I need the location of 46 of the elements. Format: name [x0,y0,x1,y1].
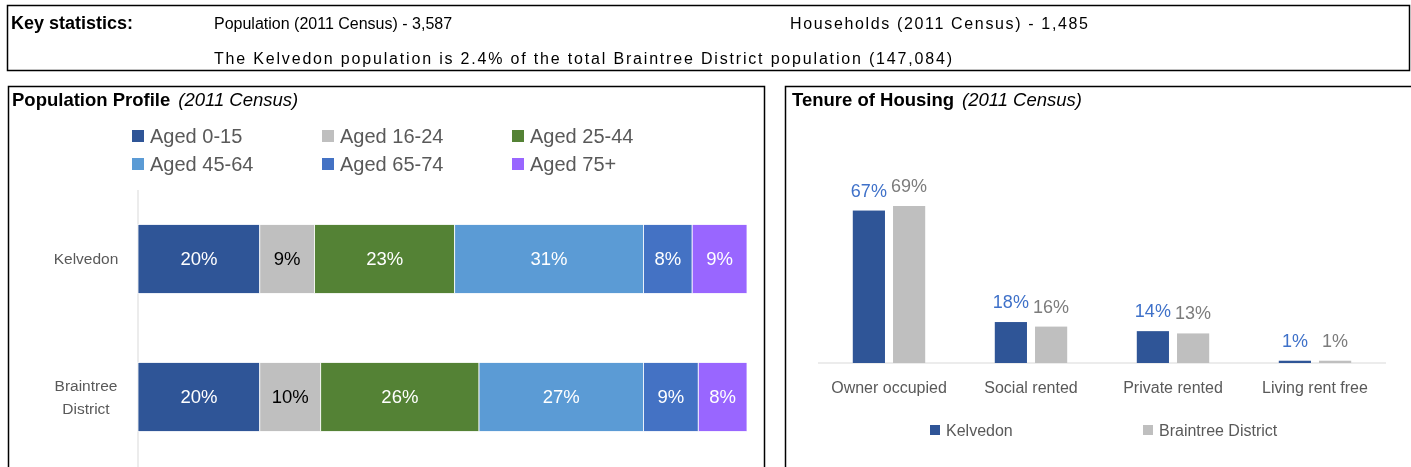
x-tick-label: Social rented [984,379,1078,396]
legend-label: Kelvedon [946,421,1013,439]
chart-subtitle: (2011 Census) [962,89,1083,110]
bar [893,206,926,363]
data-label: 27% [542,386,580,408]
data-label: 16% [1033,296,1070,317]
data-label: 9% [657,386,685,408]
bar [1177,333,1210,363]
data-label: 13% [1175,303,1212,324]
legend-label: Braintree District [1159,421,1278,439]
data-label: 26% [381,386,419,408]
x-tick-label: Private rented [1123,379,1223,396]
text: Population (2011 Census) - 3,587 [214,15,453,32]
data-label: 67% [850,180,887,201]
legend-label: Aged 45-64 [150,153,254,175]
data-label: 1% [1281,330,1308,351]
data-label: 18% [992,292,1029,313]
data-label: 31% [530,248,568,270]
data-label: 20% [180,248,218,270]
chart-title: Tenure of Housing [792,89,955,110]
data-label: 69% [891,176,928,196]
legend-label: Aged 16-24 [340,125,444,147]
data-label: 20% [180,386,218,408]
data-label: 10% [271,386,309,408]
data-label: 9% [273,248,301,270]
legend-label: Aged 65-74 [340,153,444,175]
text: The Kelvedon population is 2.4% of the total Braintree District population (147,084) [214,50,952,67]
bar [1136,331,1169,363]
data-label: 8% [709,386,737,408]
x-tick-label: Living rent free [1262,379,1369,396]
data-label: 23% [366,248,404,270]
text: Key statistics: [11,13,134,33]
legend-label: Aged 75+ [530,153,617,175]
legend-label: Aged 0-15 [150,125,243,147]
text: Households (2011 Census) - 1,485 [790,15,1089,32]
data-label: 9% [706,248,733,270]
data-label: 14% [1134,301,1171,322]
chart-subtitle: (2011 Census) [178,89,299,110]
bar [1035,326,1068,363]
bar [994,322,1027,363]
data-label: 1% [1322,330,1349,351]
chart-title: Population Profile [12,89,171,110]
bar [852,210,885,363]
x-tick-label: Owner occupied [831,379,947,396]
data-label: 8% [654,248,682,270]
legend-label: Aged 25-44 [530,125,634,147]
